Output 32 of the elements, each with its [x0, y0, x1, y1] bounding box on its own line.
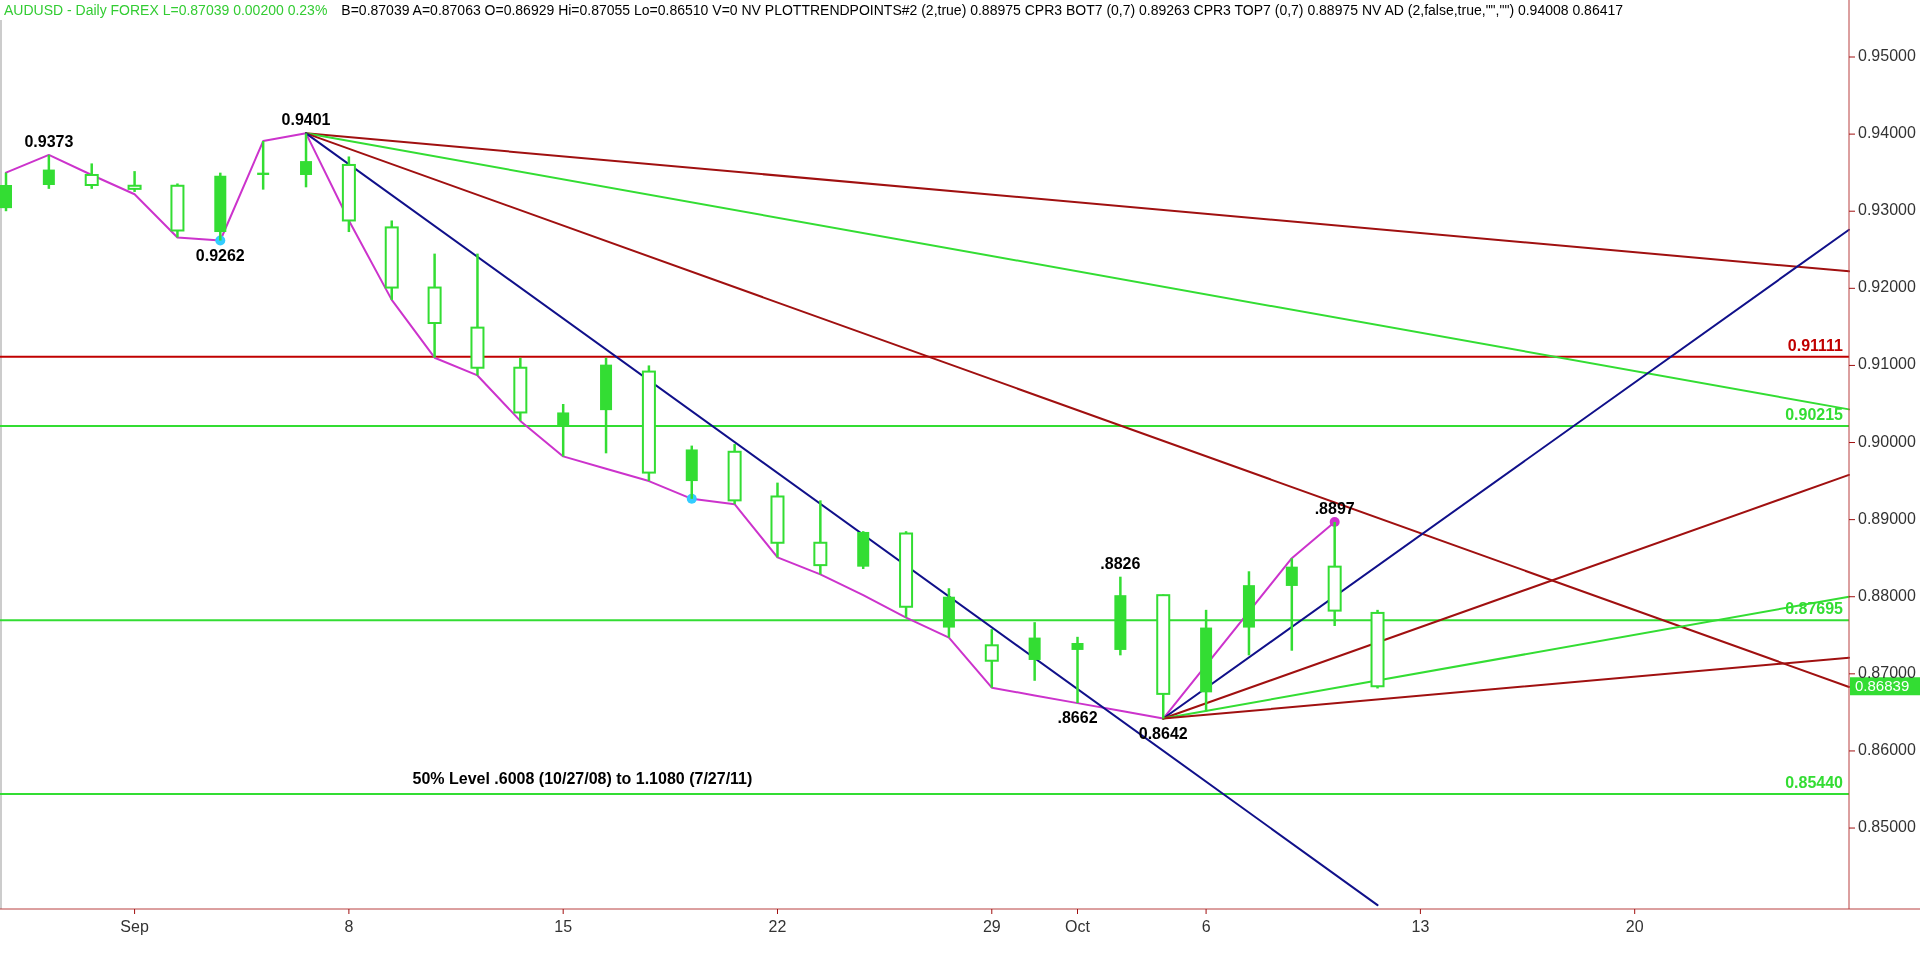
annotation: .8662 [1057, 709, 1098, 727]
x-tick-label: 29 [982, 918, 1001, 935]
x-tick-label: 6 [1201, 918, 1211, 935]
chart-title: AUDUSD - Daily FOREX L=0.87039 0.00200 0.23% [4, 2, 328, 18]
annotation: 50% Level .6008 (10/27/08) to 1.1080 (7/27/11) [412, 770, 753, 788]
annotation: 0.9373 [24, 132, 74, 150]
y-tick-label: 0.90000 [1858, 432, 1916, 450]
y-tick-label: 0.85000 [1858, 818, 1916, 836]
y-tick-label: 0.92000 [1858, 278, 1916, 296]
annotation: 0.9262 [195, 246, 245, 264]
y-tick-label: 0.86000 [1858, 740, 1916, 758]
annotation: .8897 [1314, 499, 1355, 517]
x-tick-label: 15 [554, 918, 573, 935]
annotation: .8826 [1100, 554, 1141, 572]
ref-line-label: 0.91111 [1787, 336, 1844, 354]
x-tick-label: Sep [120, 918, 149, 935]
chart-subtitle: B=0.87039 A=0.87063 O=0.86929 Hi=0.87055 Lo=0.86510 V=0 NV PLOTTRENDPOINTS#2 (2,true) 0.88975 CPR3 BOT7 (0,7) 0.89263 CPR3 TOP7 (0,7) 0.88975 NV AD (2,false,true,"","") 0.94008 0.86417 [341, 2, 1624, 18]
annotation: 0.8642 [1138, 724, 1188, 742]
x-tick-label: Oct [1065, 918, 1091, 935]
y-tick-label: 0.93000 [1858, 201, 1916, 219]
x-tick-label: 22 [768, 918, 787, 935]
y-tick-label: 0.88000 [1858, 586, 1916, 604]
y-tick-label: 0.91000 [1858, 355, 1916, 373]
y-tick-label: 0.94000 [1858, 124, 1916, 142]
ref-line-label: 0.90215 [1785, 405, 1844, 423]
ref-line-label: 0.85440 [1785, 774, 1844, 792]
x-tick-label: 8 [344, 918, 354, 935]
x-tick-label: 20 [1625, 918, 1644, 935]
y-tick-label: 0.95000 [1858, 47, 1916, 65]
annotation: 0.9401 [281, 111, 331, 129]
y-tick-label: 0.89000 [1858, 509, 1916, 527]
x-tick-label: 13 [1411, 918, 1430, 935]
